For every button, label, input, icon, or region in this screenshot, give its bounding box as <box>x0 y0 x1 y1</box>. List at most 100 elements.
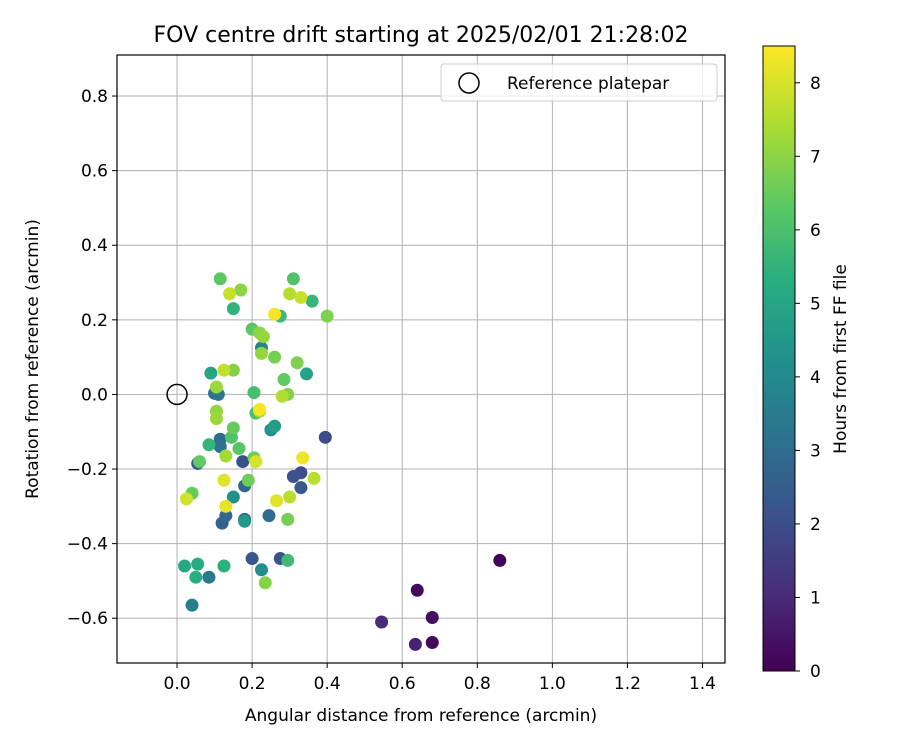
data-point <box>189 570 203 584</box>
data-point <box>410 583 424 597</box>
x-tick-label: 0.6 <box>389 674 416 694</box>
data-point <box>179 492 193 506</box>
colorbar-tick-label: 1 <box>810 588 821 608</box>
data-point <box>185 598 199 612</box>
x-axis-ticks: 0.0 0.2 0.4 0.6 0.8 1.0 1.2 1.4 <box>164 663 716 694</box>
data-point <box>217 473 231 487</box>
colorbar-label: Hours from first FF file <box>831 264 851 454</box>
data-point <box>217 363 231 377</box>
y-axis-ticks: −0.6 −0.4 −0.2 0.0 0.2 0.4 0.6 0.8 <box>67 87 117 629</box>
data-point <box>268 419 282 433</box>
data-point <box>202 438 216 452</box>
x-tick-label: 1.4 <box>689 674 716 694</box>
data-point <box>219 449 233 463</box>
data-point <box>283 287 297 301</box>
data-point <box>425 635 439 649</box>
data-point <box>254 563 268 577</box>
legend-label: Reference platepar <box>507 74 669 94</box>
data-points <box>178 272 507 651</box>
data-point <box>247 386 261 400</box>
y-tick-label: −0.4 <box>67 535 108 555</box>
y-tick-label: 0.8 <box>81 87 108 107</box>
data-point <box>238 514 252 528</box>
data-point <box>307 471 321 485</box>
data-point <box>178 559 192 573</box>
x-tick-label: 0.8 <box>464 674 491 694</box>
data-point <box>268 350 282 364</box>
data-point <box>268 307 282 321</box>
data-point <box>236 455 250 469</box>
data-point <box>191 557 205 571</box>
colorbar-tick-label: 3 <box>810 441 821 461</box>
legend-marker <box>458 72 480 94</box>
data-point <box>270 494 284 508</box>
data-point <box>193 455 207 469</box>
data-point <box>204 366 218 380</box>
colorbar-tick-label: 5 <box>810 294 821 314</box>
x-tick-label: 0.4 <box>314 674 341 694</box>
data-point <box>286 469 300 483</box>
chart-title: FOV centre drift starting at 2025/02/01 … <box>154 23 689 48</box>
colorbar-tick-label: 0 <box>810 662 821 682</box>
x-tick-label: 0.2 <box>239 674 266 694</box>
data-point <box>294 481 308 495</box>
y-tick-label: −0.6 <box>67 609 108 629</box>
data-point <box>256 330 270 344</box>
y-tick-label: −0.2 <box>67 460 108 480</box>
data-point <box>202 570 216 584</box>
y-tick-label: 0.4 <box>81 236 108 256</box>
data-point <box>305 294 319 308</box>
data-point <box>223 287 237 301</box>
colorbar-tick-label: 4 <box>810 368 821 388</box>
data-point <box>375 615 389 629</box>
colorbar-tick-label: 7 <box>810 147 821 167</box>
data-point <box>262 509 276 523</box>
colorbar <box>762 45 796 672</box>
data-point <box>258 576 272 590</box>
data-point <box>226 490 240 504</box>
data-point <box>275 389 289 403</box>
data-point <box>232 442 246 456</box>
colorbar-tick-label: 8 <box>810 74 821 94</box>
data-point <box>296 451 310 465</box>
data-point <box>226 302 240 316</box>
data-point <box>249 455 263 469</box>
data-point <box>320 309 334 323</box>
data-point <box>300 367 314 381</box>
data-point <box>493 553 507 567</box>
legend: Reference platepar <box>440 63 718 102</box>
colorbar-ticks: 0 1 2 3 4 5 6 7 8 <box>795 74 821 682</box>
data-point <box>213 272 227 286</box>
data-point <box>209 380 223 394</box>
data-point <box>226 421 240 435</box>
reference-point-marker <box>166 383 188 406</box>
data-point <box>408 637 422 651</box>
data-point <box>241 473 255 487</box>
y-axis-label: Rotation from reference (arcmin) <box>23 219 43 499</box>
x-tick-label: 0.0 <box>164 674 191 694</box>
legend-box <box>440 63 718 102</box>
data-point <box>290 356 304 370</box>
plot-frame <box>116 54 726 664</box>
data-point <box>283 490 297 504</box>
y-tick-label: 0.0 <box>81 385 108 405</box>
x-tick-label: 1.0 <box>539 674 566 694</box>
data-point <box>234 283 248 297</box>
data-point <box>318 430 332 444</box>
data-point <box>209 412 223 426</box>
y-tick-label: 0.2 <box>81 311 108 331</box>
data-point <box>281 512 295 526</box>
colorbar-tick-label: 6 <box>810 221 821 241</box>
data-point <box>425 610 439 624</box>
y-tick-label: 0.6 <box>81 162 108 182</box>
data-point <box>294 290 308 304</box>
data-point <box>245 552 259 566</box>
data-point <box>219 499 233 513</box>
data-point <box>253 402 267 416</box>
x-axis-label: Angular distance from reference (arcmin) <box>245 706 597 726</box>
data-point <box>226 363 240 377</box>
data-point <box>277 373 291 387</box>
x-tick-label: 1.2 <box>614 674 641 694</box>
data-point <box>217 559 231 573</box>
